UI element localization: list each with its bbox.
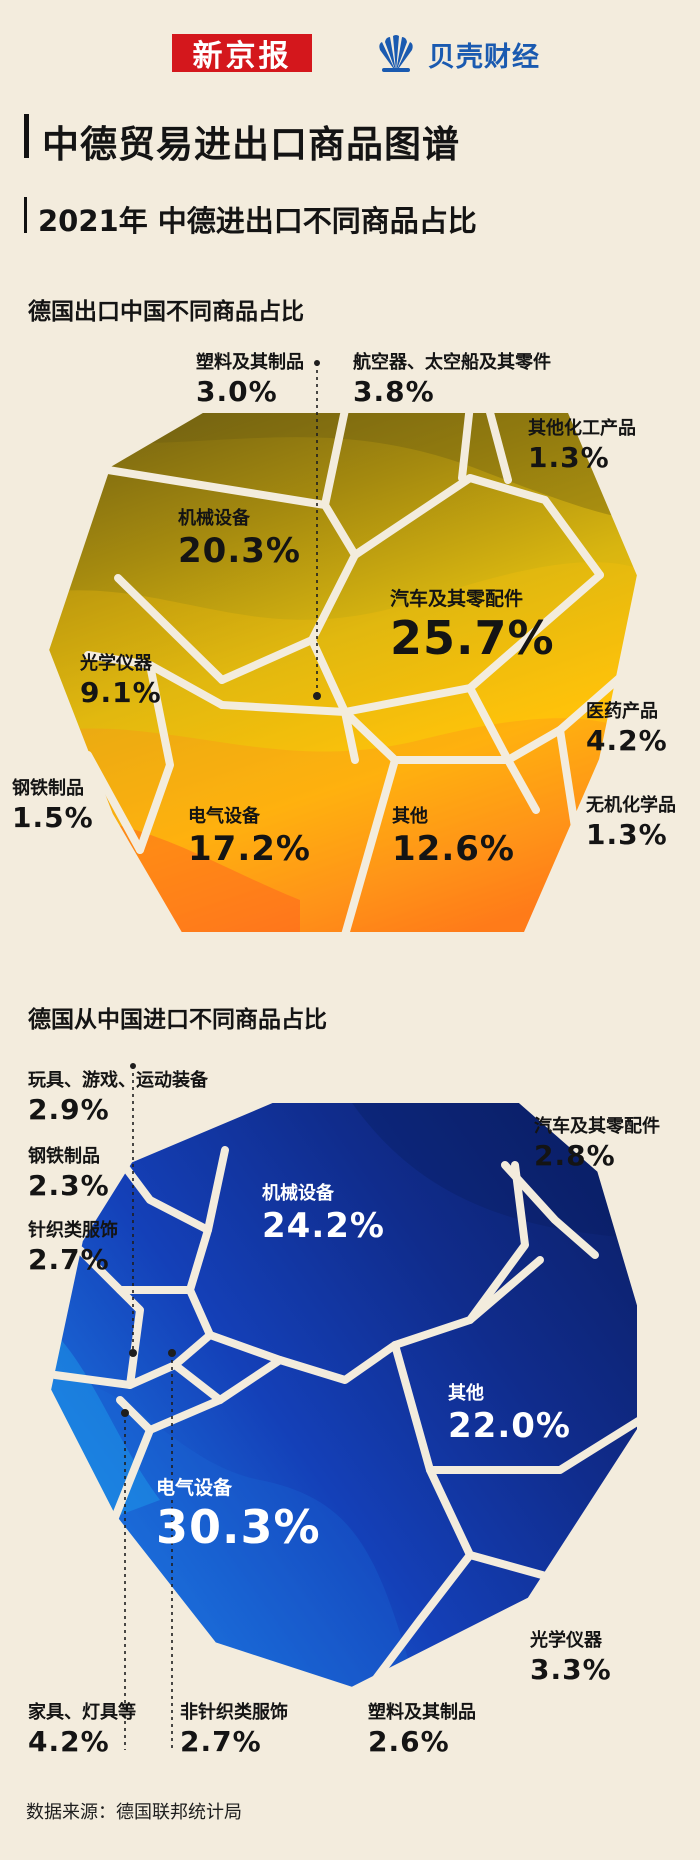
leader-lines [124,363,318,1750]
import-label-name: 电气设备 [156,1477,233,1499]
import-label-value: 2.8% [534,1139,616,1172]
import-label-other: 其他 22.0% [448,1383,571,1446]
export-label-value: 1.3% [528,441,610,474]
import-label-name: 家具、灯具等 [28,1702,136,1723]
beike-logo-text: 贝壳财经 [428,41,540,73]
import-label-value: 22.0% [448,1406,571,1446]
import-label-value: 30.3% [156,1500,321,1554]
title-bar-marker [24,114,29,158]
beike-logo: 贝壳财经 [372,32,540,76]
data-source: 数据来源：德国联邦统计局 [26,1802,242,1823]
import-label-value: 24.2% [262,1206,385,1246]
export-cell-borders [84,410,640,935]
import-label-optical: 光学仪器 3.3% [530,1632,612,1684]
export-label-steel: 钢铁制品 1.5% [12,780,94,832]
export-label-value: 12.6% [392,829,515,869]
export-label-value: 3.0% [196,375,278,408]
import-label-name: 塑料及其制品 [368,1702,476,1723]
export-label-inorganic: 无机化学品 1.3% [586,797,676,849]
export-label-aircraft: 航空器、太空船及其零件 3.8% [353,354,551,406]
import-label-toys: 玩具、游戏、运动装备 2.9% [28,1072,208,1124]
import-label-name: 汽车及其零配件 [534,1116,660,1137]
shell-icon [379,35,413,72]
import-label-non-knitted-apparel: 非针织类服饰 2.7% [180,1704,288,1756]
export-label-value: 1.3% [586,818,668,851]
page-subtitle: 2021年 中德进出口不同商品占比 [38,204,477,238]
import-label-plastics: 塑料及其制品 2.6% [368,1704,476,1756]
export-label-name: 钢铁制品 [12,778,84,799]
export-label-electrical: 电气设备 17.2% [188,806,311,869]
page-title: 中德贸易进出口商品图谱 [42,123,460,166]
export-label-value: 20.3% [178,531,301,571]
import-label-electrical: 电气设备 30.3% [156,1477,321,1554]
export-label-value: 1.5% [12,801,94,834]
export-section-title: 德国出口中国不同商品占比 [28,299,304,325]
import-label-value: 2.6% [368,1725,450,1758]
import-label-value: 2.3% [28,1169,110,1202]
import-label-value: 2.9% [28,1093,110,1126]
import-label-knitted-apparel: 针织类服饰 2.7% [28,1222,118,1274]
export-label-value: 3.8% [353,375,435,408]
import-label-name: 针织类服饰 [28,1220,118,1241]
import-label-furniture: 家具、灯具等 4.2% [28,1704,136,1756]
import-label-value: 2.7% [180,1725,262,1758]
export-label-name: 汽车及其零配件 [390,588,524,610]
export-label-value: 17.2% [188,829,311,869]
import-cell-borders [51,1146,640,1690]
export-label-value: 9.1% [80,676,162,709]
import-section-title: 德国从中国进口不同商品占比 [28,1007,327,1033]
export-label-value: 25.7% [390,611,555,665]
leader-dots [121,360,321,1417]
export-label-value: 4.2% [586,724,668,757]
import-label-name: 玩具、游戏、运动装备 [28,1070,208,1091]
export-label-machinery: 机械设备 20.3% [178,508,301,571]
export-label-name: 无机化学品 [586,795,676,816]
export-label-name: 机械设备 [178,508,250,529]
export-label-pharma: 医药产品 4.2% [586,703,668,755]
import-label-name: 机械设备 [262,1183,334,1204]
export-label-other-chemicals: 其他化工产品 1.3% [528,420,636,472]
export-label-optical: 光学仪器 9.1% [80,655,162,707]
import-label-name: 光学仪器 [530,1630,602,1651]
subtitle-bar-marker [24,197,27,233]
import-label-name: 钢铁制品 [28,1146,100,1167]
export-label-name: 塑料及其制品 [196,352,304,373]
import-label-value: 3.3% [530,1653,612,1686]
export-label-name: 电气设备 [188,806,260,827]
export-label-name: 医药产品 [586,701,658,722]
export-label-automobiles: 汽车及其零配件 25.7% [390,588,555,665]
import-label-name: 非针织类服饰 [180,1702,288,1723]
import-label-name: 其他 [448,1383,484,1404]
import-label-automobiles: 汽车及其零配件 2.8% [534,1118,660,1170]
import-label-value: 4.2% [28,1725,110,1758]
export-label-name: 其他 [392,806,428,827]
export-label-name: 光学仪器 [80,653,152,674]
export-label-plastics: 塑料及其制品 3.0% [196,354,304,406]
import-label-machinery: 机械设备 24.2% [262,1183,385,1246]
export-label-name: 其他化工产品 [528,418,636,439]
import-label-steel: 钢铁制品 2.3% [28,1148,110,1200]
export-label-other: 其他 12.6% [392,806,515,869]
xinjingbao-logo: 新京报 [172,34,312,74]
export-label-name: 航空器、太空船及其零件 [353,352,551,373]
import-label-value: 2.7% [28,1243,110,1276]
